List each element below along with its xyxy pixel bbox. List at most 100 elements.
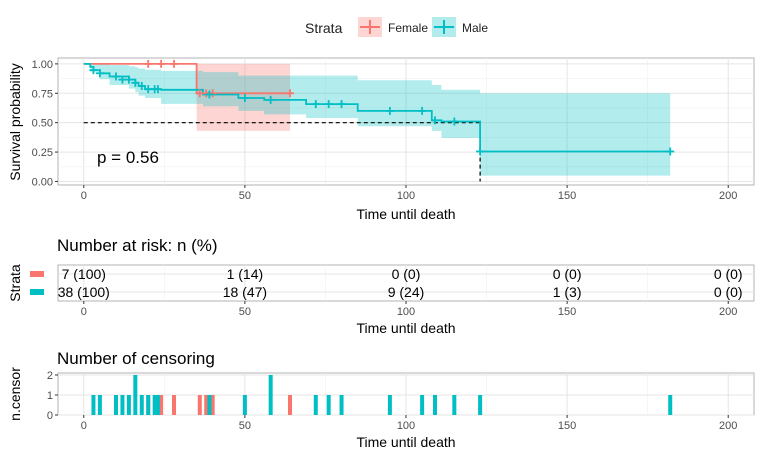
censor-mark-male [337, 100, 346, 109]
censor-mark-female [286, 89, 294, 98]
censor-mark-male [112, 72, 120, 81]
survival-x-tick-label: 100 [397, 190, 415, 202]
risk-x-ticks: 0 50 100 150 200 [81, 301, 737, 318]
survival-y-tick-label: 0.00 [32, 176, 53, 188]
censoring-bar-male [313, 395, 318, 415]
censoring-bar-male [126, 395, 131, 415]
censor-mark-male [385, 106, 394, 115]
censoring-bar-male [668, 395, 673, 415]
censoring-plot: Number of censoring 0 1 2 0 50 100 150 200 Tim… [7, 349, 755, 450]
risk-cells: 7 (100) 1 (14) 0 (0) 0 (0) 0 (0) 38 (100) 18 (… [58, 266, 743, 300]
censor-mark-male [240, 93, 249, 102]
censoring-bar-female [210, 395, 215, 415]
censoring-bar-male [114, 395, 118, 415]
censoring-bars [91, 375, 673, 415]
censor-mark-male [205, 90, 214, 99]
risk-cell: 1 (3) [553, 284, 582, 300]
censor-mark-male [666, 147, 675, 156]
risk-x-tick-label: 0 [81, 306, 87, 318]
censor-mark-male [137, 81, 146, 90]
censoring-y-tick-label: 0 [47, 410, 53, 422]
risk-x-tick-label: 50 [239, 306, 251, 318]
risk-cell: 1 (14) [227, 266, 264, 282]
censoring-x-tick-label: 200 [719, 420, 737, 432]
p-value-annotation: p = 0.56 [97, 148, 159, 167]
risk-y-axis-label: Strata [7, 264, 23, 302]
survival-x-tick-label: 0 [81, 190, 87, 202]
censor-mark-male [311, 100, 320, 109]
risk-strata-key-male [30, 289, 44, 295]
censoring-y-ticks: 0 1 2 [47, 370, 58, 422]
censoring-bar-male [478, 395, 483, 415]
risk-strata-key-female [30, 271, 44, 277]
censor-mark-female [157, 59, 166, 68]
censoring-bar-male [387, 395, 392, 415]
survival-y-tick-label: 0.75 [32, 88, 53, 100]
survival-x-axis-label: Time until death [356, 206, 455, 222]
censoring-x-axis-label: Time until death [356, 434, 455, 450]
survival-ci-bands [83, 63, 671, 176]
censoring-bar-male [97, 395, 102, 415]
censoring-bar-male [152, 395, 157, 415]
censoring-bar-male [326, 395, 331, 415]
censoring-bar-male [452, 395, 457, 415]
risk-table-title: Number at risk: n (%) [57, 236, 218, 255]
risk-x-tick-label: 100 [397, 306, 415, 318]
survival-curve-female [83, 63, 290, 95]
legend-title: Strata [305, 20, 343, 36]
survival-x-ticks: 0 50 100 150 200 [81, 185, 737, 202]
risk-x-tick-label: 150 [558, 306, 576, 318]
censor-mark-male [324, 100, 333, 109]
censor-mark-male [89, 66, 98, 75]
censoring-bar-male [146, 395, 151, 415]
survival-y-tick-label: 1.00 [32, 59, 53, 71]
legend-label-male: Male [462, 21, 488, 35]
censor-mark-male [266, 95, 275, 104]
censoring-bar-female [197, 395, 202, 415]
risk-x-axis-label: Time until death [356, 320, 455, 336]
censoring-bar-female [159, 395, 164, 415]
risk-grid [58, 265, 754, 301]
censoring-bar-male [139, 395, 144, 415]
ci-band-female [83, 63, 290, 131]
censoring-y-tick-label: 1 [47, 390, 53, 402]
censoring-x-tick-label: 0 [81, 420, 87, 432]
censor-mark-female [170, 59, 178, 68]
censoring-y-tick-label: 2 [47, 370, 53, 382]
censoring-x-tick-label: 150 [558, 420, 576, 432]
censoring-bar-male [207, 395, 212, 415]
censoring-bar-female [172, 395, 176, 415]
survival-x-tick-label: 150 [558, 190, 576, 202]
censoring-bar-male [120, 395, 125, 415]
survival-y-tick-label: 0.25 [32, 147, 53, 159]
censoring-bar-male [268, 375, 273, 415]
censor-mark-male [431, 116, 439, 125]
censor-mark-male [476, 147, 485, 156]
censor-mark-male [95, 69, 104, 78]
risk-x-tick-label: 200 [719, 306, 737, 318]
censoring-bar-female [288, 395, 292, 415]
risk-strata-keys [30, 271, 44, 295]
ci-band-male [83, 63, 671, 176]
censoring-bar-female [204, 395, 209, 415]
risk-cell: 0 (0) [714, 266, 743, 282]
censoring-bar-male [155, 395, 160, 415]
risk-cell: 0 (0) [392, 266, 421, 282]
censor-mark-male [153, 85, 162, 94]
censor-mark-male [450, 117, 459, 126]
risk-cell: 7 (100) [62, 266, 106, 282]
censoring-bar-male [339, 395, 344, 415]
censoring-bar-male [91, 395, 96, 415]
survival-y-axis-label: Survival probability [7, 63, 23, 181]
survival-y-ticks: 0.00 0.25 0.50 0.75 1.00 [32, 59, 58, 188]
censoring-y-axis-label: n.censor [7, 367, 23, 421]
censoring-x-tick-label: 100 [397, 420, 415, 432]
survival-y-tick-label: 0.50 [32, 118, 53, 130]
censoring-bar-male [433, 395, 437, 415]
risk-table: Number at risk: n (%) 7 (100) 1 (14) 0 (0)… [7, 236, 755, 336]
censoring-bar-male [420, 395, 425, 415]
survival-plot: 0.00 0.25 0.50 0.75 1.00 0 50 100 150 200 p = 0.… [7, 57, 755, 222]
legend-label-female: Female [388, 21, 428, 35]
